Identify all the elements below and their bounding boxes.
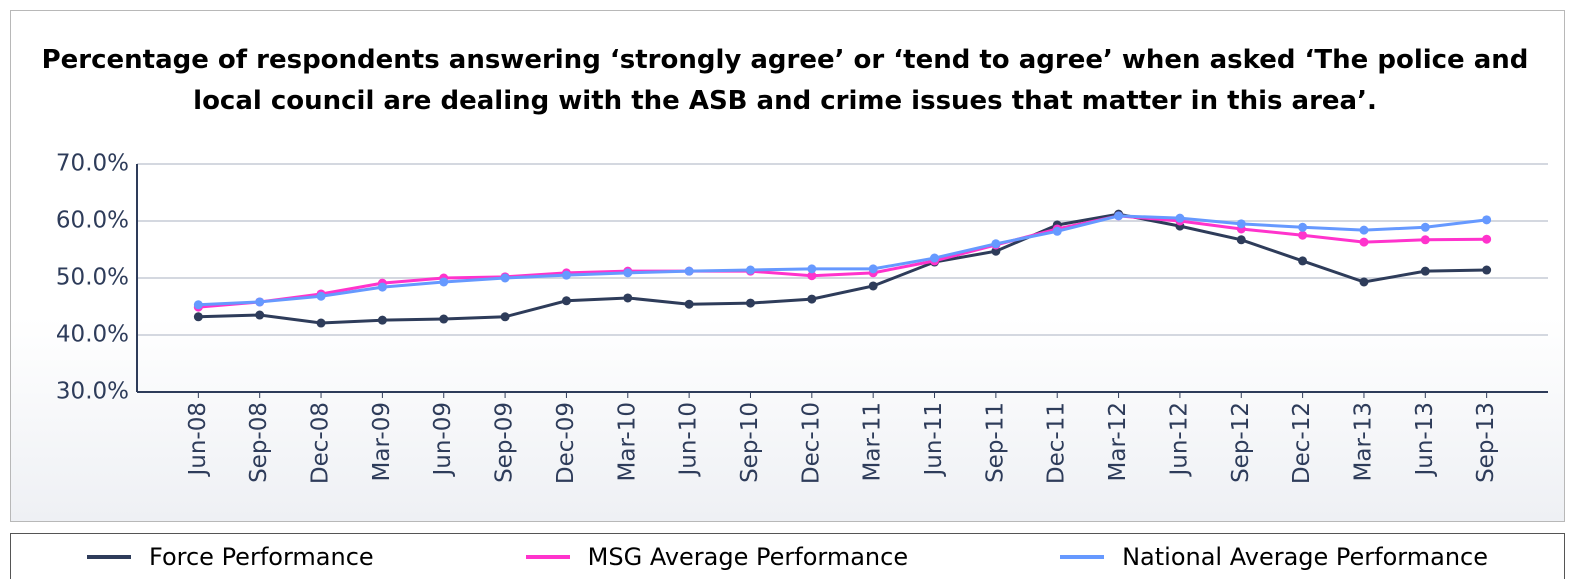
x-tick-label: Sep-10 bbox=[737, 402, 763, 483]
point bbox=[684, 266, 694, 276]
point bbox=[807, 264, 817, 274]
x-tick-label: Jun-09 bbox=[430, 402, 456, 478]
point bbox=[930, 253, 940, 263]
y-tick-label: 70.0% bbox=[56, 151, 129, 177]
x-tick-label: Mar-10 bbox=[614, 402, 640, 482]
point bbox=[1298, 230, 1308, 240]
x-tick-label: Dec-12 bbox=[1289, 402, 1315, 484]
point bbox=[1298, 222, 1308, 232]
point bbox=[316, 291, 326, 301]
point bbox=[377, 315, 387, 325]
x-tick-label: Jun-08 bbox=[185, 402, 211, 478]
x-tick-label: Mar-12 bbox=[1105, 402, 1131, 482]
y-tick-label: 40.0% bbox=[56, 322, 129, 348]
y-tick-label: 30.0% bbox=[56, 379, 129, 405]
point bbox=[1482, 265, 1492, 275]
point bbox=[868, 264, 878, 274]
series-line bbox=[198, 214, 1487, 307]
point bbox=[561, 296, 571, 306]
point bbox=[316, 318, 326, 328]
point bbox=[868, 281, 878, 291]
x-tick-label: Dec-10 bbox=[798, 402, 824, 484]
point bbox=[807, 271, 817, 281]
point bbox=[1482, 215, 1492, 225]
legend-swatch bbox=[87, 554, 131, 559]
point bbox=[745, 265, 755, 275]
y-tick-label: 50.0% bbox=[56, 265, 129, 291]
point bbox=[1298, 256, 1308, 266]
point bbox=[623, 293, 633, 303]
point bbox=[745, 298, 755, 308]
legend: Force Performance MSG Average Performance… bbox=[10, 533, 1565, 579]
x-tick-label: Mar-09 bbox=[369, 402, 395, 482]
x-tick-label: Sep-12 bbox=[1228, 402, 1254, 483]
point bbox=[193, 312, 203, 322]
point bbox=[1359, 225, 1369, 235]
point bbox=[377, 282, 387, 292]
chart-frame bbox=[10, 10, 1565, 522]
legend-swatch bbox=[525, 554, 570, 559]
x-tick-label: Dec-09 bbox=[553, 402, 579, 484]
chart: 30.0% 40.0% 50.0% 60.0% 70.0% Jun-08 Sep-08 Dec… bbox=[56, 151, 1548, 484]
x-tick-label: Jun-10 bbox=[676, 402, 702, 478]
point bbox=[561, 270, 571, 280]
x-tick-label: Sep-11 bbox=[982, 402, 1008, 483]
point bbox=[1052, 226, 1062, 236]
point bbox=[1420, 235, 1430, 245]
point bbox=[1236, 219, 1246, 229]
point bbox=[439, 277, 449, 287]
legend-label: Force Performance bbox=[149, 542, 374, 571]
point bbox=[500, 273, 510, 283]
x-tick-label: Mar-11 bbox=[860, 402, 886, 482]
point bbox=[1359, 237, 1369, 247]
point bbox=[1175, 213, 1185, 223]
x-tick-label: Dec-08 bbox=[308, 402, 334, 484]
legend-item: Force Performance bbox=[87, 543, 374, 571]
point bbox=[255, 310, 265, 320]
point bbox=[1420, 266, 1430, 276]
point bbox=[500, 312, 510, 322]
series-line bbox=[198, 212, 1487, 325]
point bbox=[255, 297, 265, 307]
point bbox=[991, 246, 1001, 256]
point bbox=[991, 239, 1001, 249]
point bbox=[439, 314, 449, 324]
legend-item: National Average Performance bbox=[1060, 543, 1488, 571]
point bbox=[1420, 222, 1430, 232]
legend-label: National Average Performance bbox=[1122, 542, 1488, 571]
legend-swatch bbox=[1060, 554, 1105, 559]
x-tick-label: Jun-12 bbox=[1166, 402, 1192, 478]
point bbox=[193, 300, 203, 310]
legend-item: MSG Average Performance bbox=[525, 542, 909, 571]
y-tick-label: 60.0% bbox=[56, 208, 129, 234]
x-tick-label: Sep-08 bbox=[246, 402, 272, 483]
point bbox=[1236, 235, 1246, 245]
legend-label: MSG Average Performance bbox=[587, 542, 909, 571]
point bbox=[807, 294, 817, 304]
x-tick-label: Sep-09 bbox=[492, 402, 518, 483]
point bbox=[1114, 211, 1124, 221]
point bbox=[623, 268, 633, 278]
x-tick-label: Mar-13 bbox=[1350, 402, 1376, 482]
x-tick-label: Sep-13 bbox=[1473, 402, 1499, 483]
point bbox=[684, 299, 694, 309]
x-tick-label: Jun-11 bbox=[921, 402, 947, 478]
point bbox=[1359, 277, 1369, 287]
chart-title: Percentage of respondents answering ‘str… bbox=[41, 45, 1529, 116]
x-tick-label: Jun-13 bbox=[1412, 402, 1438, 478]
series-line bbox=[198, 214, 1487, 309]
point bbox=[1482, 234, 1492, 244]
x-tick-label: Dec-11 bbox=[1044, 402, 1070, 484]
